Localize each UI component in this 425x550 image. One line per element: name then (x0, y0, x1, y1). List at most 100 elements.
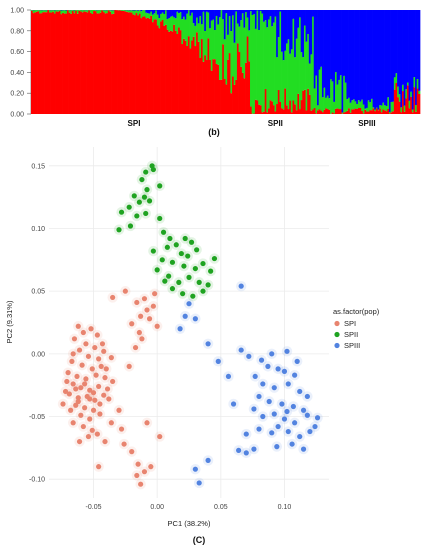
pca-point (194, 247, 200, 253)
structure-bar-segment (379, 105, 382, 109)
structure-bar-segment (205, 11, 208, 61)
structure-bar-segment (40, 10, 43, 14)
structure-bar-segment (165, 24, 168, 115)
structure-bar-segment (384, 105, 387, 111)
structure-bar-segment (112, 10, 115, 14)
barplot-y-tick-label: 1.00 (10, 8, 24, 15)
legend-label: SPI (344, 319, 356, 328)
structure-bar-segment (254, 99, 257, 114)
pca-point (116, 227, 122, 233)
pca-point (102, 438, 108, 445)
pca-point (146, 316, 153, 322)
pca-point (285, 381, 291, 387)
structure-bar-segment (269, 10, 272, 17)
structure-bar-segment (254, 28, 257, 100)
structure-bar-segment (285, 43, 288, 106)
structure-bar-segment (269, 100, 272, 114)
structure-bar-segment (403, 105, 406, 112)
pca-point (284, 348, 290, 354)
structure-bar-segment (62, 10, 65, 13)
pca-point (205, 341, 211, 347)
structure-bar-segment (274, 10, 277, 17)
structure-bar-segment (127, 10, 130, 13)
structure-bar-segment (359, 101, 362, 108)
structure-bar-segment (202, 11, 205, 62)
structure-bar-segment (122, 10, 125, 114)
pca-point (110, 294, 116, 301)
structure-bar-segment (181, 10, 184, 20)
pca-point (150, 303, 156, 309)
structure-bar-segment (336, 108, 339, 114)
structure-bar-segment (313, 10, 316, 89)
structure-bar-segment (104, 13, 107, 114)
structure-bar-segment (101, 10, 104, 115)
structure-bar-segment (245, 62, 248, 114)
structure-bar-segment (267, 10, 270, 20)
pca-point (225, 373, 232, 380)
structure-bar-segment (290, 10, 293, 50)
pca-point (230, 401, 237, 407)
structure-bar-segment (130, 12, 133, 114)
structure-bar-segment (44, 10, 47, 13)
structure-bar-segment (80, 10, 83, 12)
structure-bar-segment (120, 10, 123, 11)
structure-bar-segment (364, 109, 367, 114)
structure-bar-segment (359, 107, 362, 114)
pca-point (134, 299, 140, 306)
structure-bar-segment (236, 10, 239, 24)
pca-point (141, 296, 148, 302)
pca-point (157, 433, 163, 440)
structure-bar-segment (331, 112, 334, 114)
barplot-y-tick-label: 0.60 (10, 49, 24, 56)
structure-bar-segment (133, 10, 136, 16)
pca-point (211, 255, 218, 262)
structure-bar-segment (73, 10, 76, 14)
structure-bar-segment (338, 79, 341, 110)
structure-bar-segment (31, 10, 33, 11)
structure-bar-segment (94, 10, 97, 12)
structure-bar-segment (202, 61, 205, 114)
pca-x-axis: -0.05 0.00 0.05 0.10 (86, 504, 292, 511)
structure-bar-segment (109, 10, 112, 12)
structure-bar-segment (235, 79, 238, 114)
structure-bar-segment (374, 109, 377, 112)
barplot-group-label: SPI (128, 119, 141, 128)
legend-label: SPII (344, 330, 358, 339)
structure-bar-segment (52, 11, 55, 114)
structure-bar-segment (174, 30, 177, 114)
structure-bar-segment (388, 111, 391, 114)
structure-bar-segment (80, 11, 83, 115)
pca-plot-background (49, 147, 329, 498)
structure-bar-segment (320, 66, 323, 111)
structure-bar-segment (133, 10, 136, 11)
structure-bar-segment (339, 10, 342, 76)
structure-bar-segment (413, 77, 416, 88)
pca-point (73, 386, 79, 392)
pca-point (314, 415, 321, 421)
pca-point (138, 481, 144, 487)
structure-bar-segment (160, 21, 163, 114)
structure-bar-segment (308, 63, 311, 95)
structure-bar-segment (124, 10, 127, 12)
structure-bar-segment (377, 109, 380, 111)
structure-bar-segment (205, 60, 208, 114)
pca-point (116, 407, 122, 413)
pca-point (103, 366, 109, 372)
structure-bar-segment (287, 39, 290, 110)
pca-point (118, 209, 125, 215)
structure-bar-segment (357, 108, 360, 114)
structure-bar-segment (42, 10, 45, 13)
structure-bar-segment (60, 14, 63, 115)
structure-bar-segment (218, 17, 221, 80)
structure-bar-segment (189, 10, 192, 16)
pca-point (251, 406, 257, 412)
structure-bar-segment (388, 10, 391, 112)
structure-bar-segment (416, 78, 419, 89)
pca-point (96, 356, 102, 362)
structure-bar-segment (73, 13, 76, 114)
structure-bar-segment (179, 30, 182, 114)
structure-bar-segment (377, 10, 380, 110)
structure-bar-segment (215, 63, 218, 114)
structure-bar-segment (274, 16, 277, 112)
structure-bar-segment (81, 10, 84, 13)
